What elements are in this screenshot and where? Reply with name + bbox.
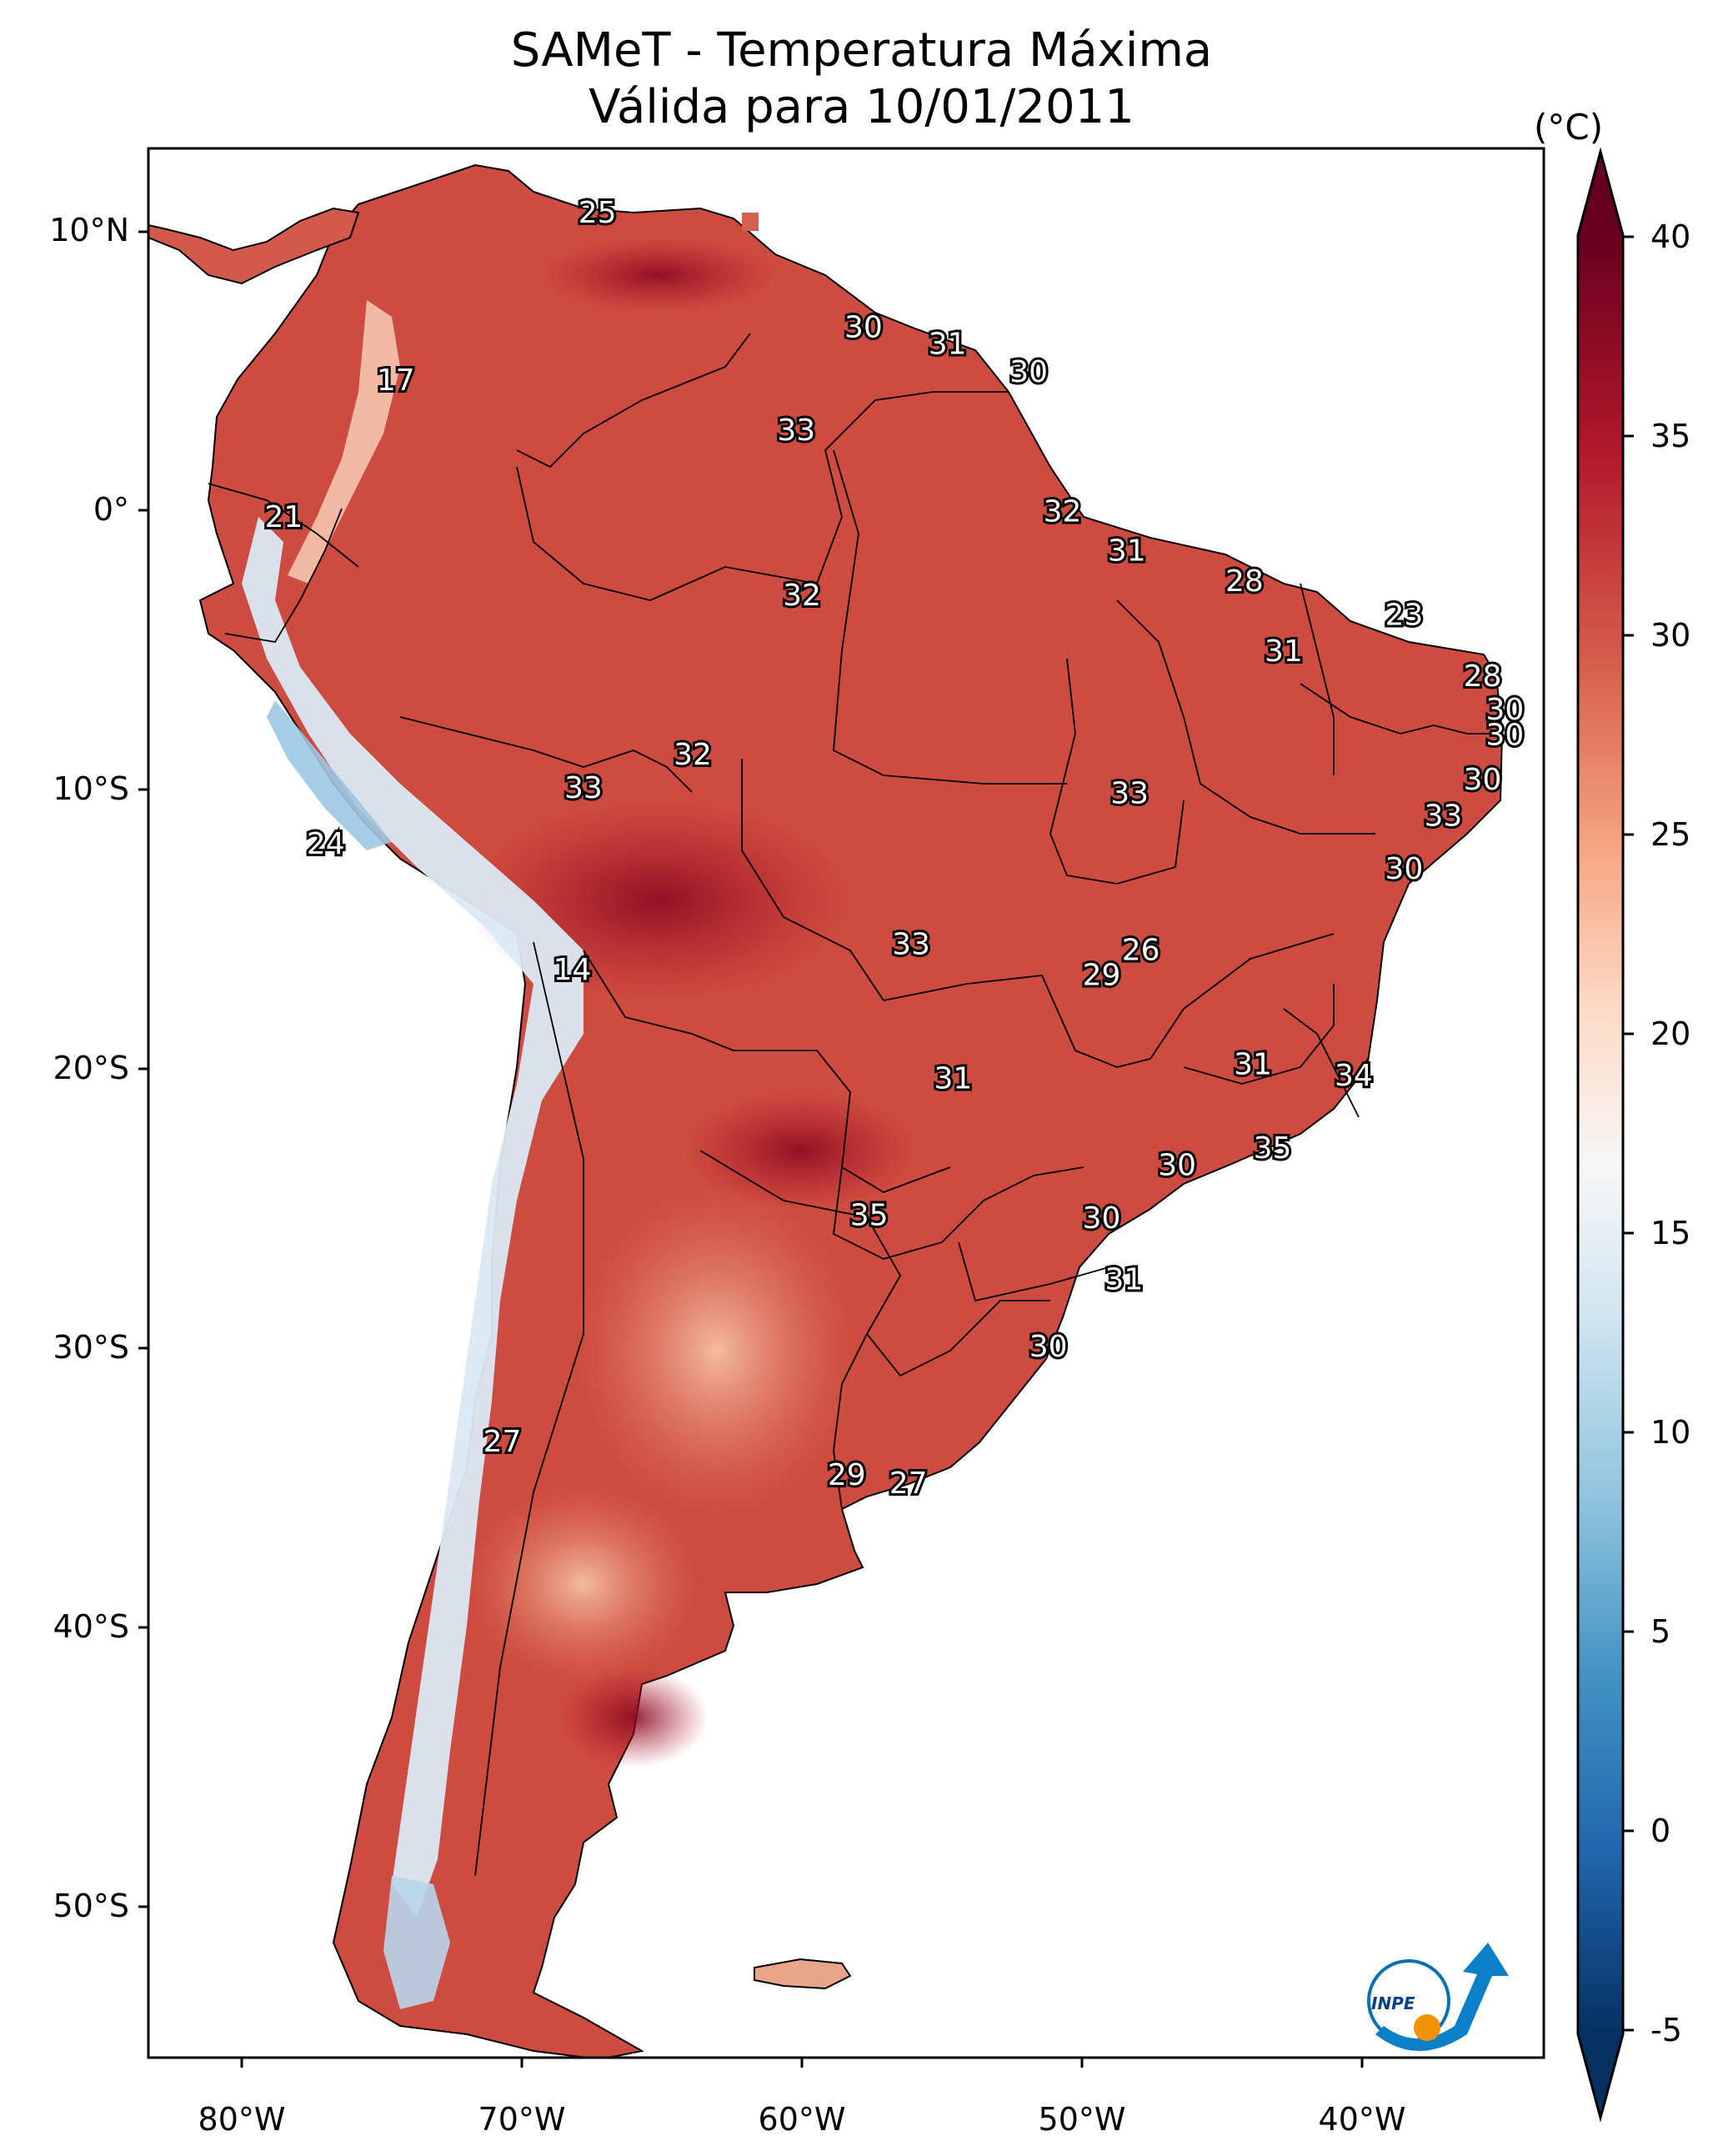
temperature-label: 30 <box>1485 718 1524 752</box>
colorbar-tick-minus5: -5 <box>1650 2012 1682 2048</box>
y-tick-50s: 50°S <box>53 1888 129 1924</box>
temperature-label: 30 <box>1385 852 1423 886</box>
colorbar-tick-35: 35 <box>1650 418 1691 454</box>
temperature-label: 30 <box>1029 1330 1068 1364</box>
warm-region-pampas <box>575 1184 859 1517</box>
y-tick-20s: 20°S <box>53 1050 129 1086</box>
temperature-label: 30 <box>1083 1201 1121 1236</box>
falkland-islands <box>754 1958 852 1990</box>
colorbar-max-arrow <box>1578 152 1623 235</box>
map-title: SAMeT - Temperatura Máxima <box>510 23 1213 78</box>
temperature-label: 31 <box>1265 634 1303 669</box>
temperature-label: 30 <box>1009 355 1048 389</box>
andes-cold-core <box>267 700 392 850</box>
temperature-label: 17 <box>377 364 415 398</box>
colorbar-tick-10: 10 <box>1650 1414 1691 1451</box>
colorbar-ramp <box>1578 235 1623 2034</box>
y-tick-10n: 10°N <box>49 212 129 248</box>
temperature-label: 27 <box>483 1425 522 1459</box>
hot-region-patagonia <box>558 1667 709 1767</box>
temperature-label: 27 <box>889 1467 928 1501</box>
caribbean-island <box>742 213 759 231</box>
temperature-label: 34 <box>1335 1059 1373 1093</box>
temperature-label: 35 <box>850 1199 889 1233</box>
temperature-label: 33 <box>777 414 815 448</box>
temperature-label: 31 <box>929 327 967 361</box>
temperature-label: 25 <box>579 196 617 230</box>
temperature-label: 30 <box>1158 1148 1196 1182</box>
temperature-label: 24 <box>307 827 345 861</box>
temperature-label: 14 <box>553 953 592 987</box>
colorbar-tick-5: 5 <box>1650 1613 1671 1650</box>
temperature-label: 29 <box>828 1458 866 1492</box>
temperature-label: 31 <box>1104 1263 1143 1297</box>
warm-region-argentina-south <box>467 1484 700 1684</box>
colorbar-tick-20: 20 <box>1650 1015 1691 1052</box>
axis-ticks <box>138 230 1364 2068</box>
inpe-logo-text: INPE <box>1371 1993 1415 2013</box>
temperature-label: 33 <box>1424 800 1462 834</box>
colorbar <box>1576 147 1634 2123</box>
temperature-label: 30 <box>844 310 883 344</box>
colorbar-ticks <box>1623 235 1634 2032</box>
temperature-label: 33 <box>1110 777 1149 811</box>
temperature-label: 30 <box>1464 763 1502 797</box>
x-tick-60w: 60°W <box>758 2101 846 2138</box>
temperature-label: 23 <box>1385 598 1423 632</box>
colorbar-min-arrow <box>1578 2034 1623 2118</box>
inpe-logo: INPE <box>1367 1943 1509 2051</box>
x-tick-50w: 50°W <box>1038 2101 1126 2138</box>
andes-cool-band <box>242 517 584 1918</box>
y-tick-0: 0° <box>93 491 129 528</box>
colorbar-tick-25: 25 <box>1650 816 1691 853</box>
temperature-label: 29 <box>1083 958 1121 992</box>
x-tick-70w: 70°W <box>478 2101 566 2138</box>
colorbar-tick-30: 30 <box>1650 617 1691 654</box>
temperature-label: 33 <box>564 771 603 805</box>
temperature-label: 32 <box>1044 494 1082 529</box>
temperature-label: 33 <box>892 928 930 962</box>
map-frame-border <box>147 147 1545 2059</box>
temperature-label: 26 <box>1122 933 1160 967</box>
y-tick-40s: 40°S <box>53 1608 129 1645</box>
patagonia-cold-tip <box>383 1876 450 2009</box>
hot-region-chaco <box>684 1092 917 1209</box>
temperature-label: 32 <box>674 738 712 772</box>
colorbar-outline <box>1576 147 1625 2123</box>
temperature-label: 32 <box>783 579 821 613</box>
temperature-label: 30 <box>1485 693 1524 727</box>
temperature-label: 31 <box>1234 1048 1272 1082</box>
central-america-strip <box>148 207 360 285</box>
colorbar-tick-0: 0 <box>1650 1813 1671 1849</box>
temperature-label: 31 <box>1108 534 1146 568</box>
temperature-label: 28 <box>1464 659 1502 694</box>
x-tick-80w: 80°W <box>198 2101 286 2138</box>
temperature-label: 28 <box>1225 564 1264 599</box>
colorbar-tick-15: 15 <box>1650 1215 1691 1251</box>
hot-region-venezuela <box>542 238 775 313</box>
temperature-label: 35 <box>1254 1131 1292 1166</box>
state-country-borders <box>208 333 1500 1877</box>
colorbar-unit: (°C) <box>1534 107 1604 148</box>
colorbar-tick-40: 40 <box>1650 218 1691 255</box>
map-subtitle: Válida para 10/01/2011 <box>589 80 1134 134</box>
land-layer <box>148 163 1504 2058</box>
temperature-label: 21 <box>264 500 303 534</box>
y-tick-30s: 30°S <box>53 1329 129 1366</box>
x-tick-40w: 40°W <box>1318 2101 1406 2138</box>
y-tick-10s: 10°S <box>53 770 129 807</box>
colombia-andes-pale <box>288 300 400 584</box>
temperature-label: 31 <box>934 1061 972 1096</box>
